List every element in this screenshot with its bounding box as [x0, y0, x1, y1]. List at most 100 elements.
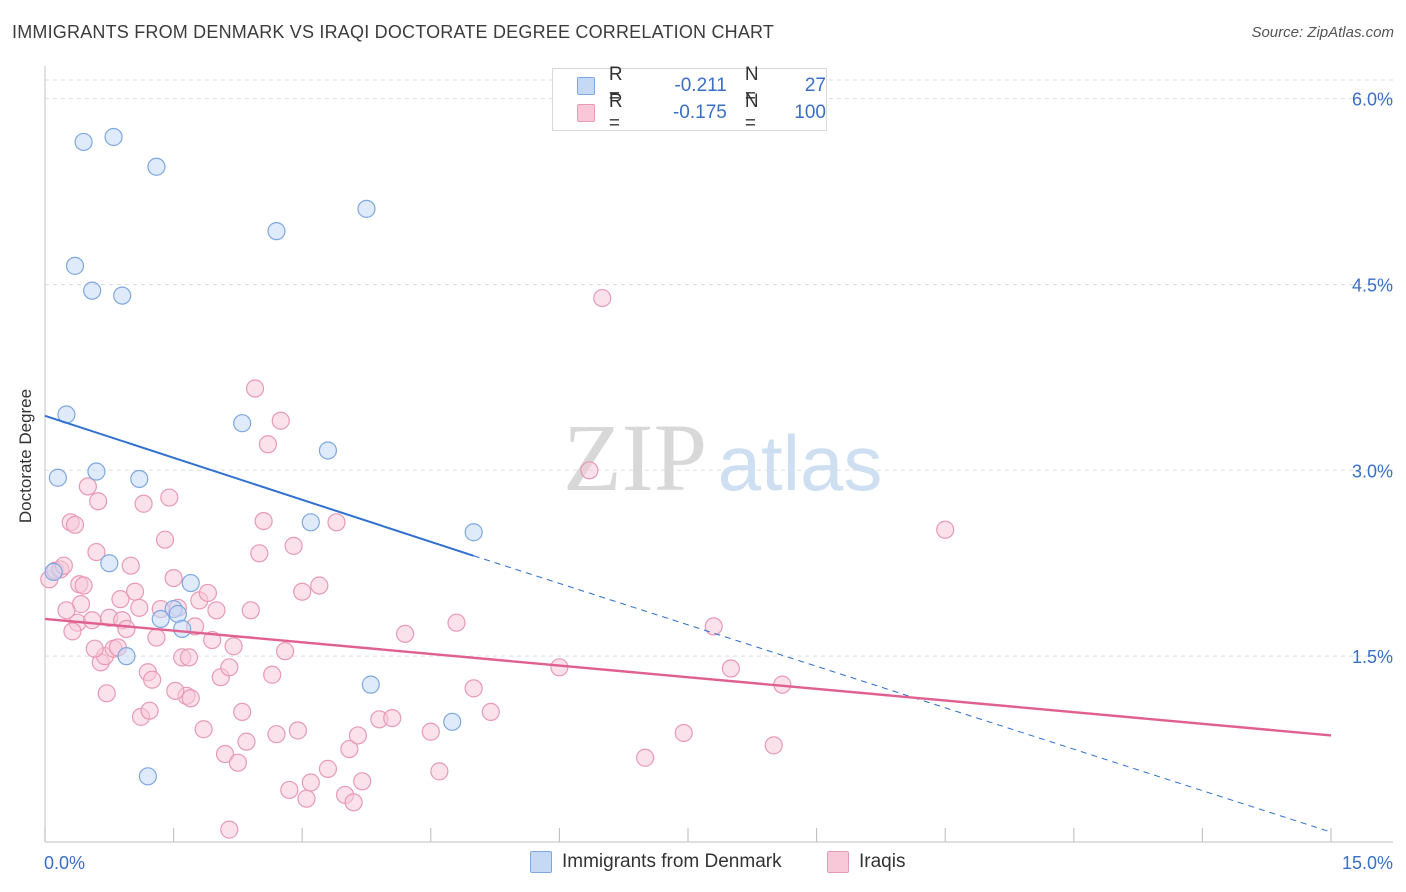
data-point [104, 127, 123, 147]
data-point [113, 286, 132, 305]
data-point [181, 689, 200, 708]
data-point [301, 773, 320, 792]
data-point [764, 736, 783, 755]
data-point [143, 670, 162, 689]
data-point [383, 708, 402, 728]
data-point [173, 619, 192, 638]
data-point [288, 721, 308, 740]
data-point [220, 658, 239, 677]
data-point [130, 598, 149, 617]
data-point [151, 609, 170, 629]
data-point [357, 199, 376, 218]
data-point [250, 544, 269, 563]
data-point [593, 288, 612, 308]
data-point [233, 702, 252, 722]
data-point [348, 726, 368, 745]
data-point [138, 767, 157, 786]
data-point [267, 725, 286, 744]
bottom-legend-swatch-pink [827, 851, 849, 873]
data-point [100, 554, 119, 573]
data-point [117, 647, 136, 666]
data-point [263, 665, 282, 684]
data-point [147, 157, 166, 176]
data-point [297, 789, 316, 808]
tick-labels: 1.5% 3.0% 4.5% 6.0% 0.0% 15.0% [44, 90, 1393, 873]
bottom-legend-label-iraqis: Iraqis [859, 851, 906, 872]
data-point [164, 568, 183, 588]
data-point [280, 780, 299, 800]
data-point [78, 477, 97, 496]
legend-row-iraqis: R = -0.175 N = 100 [577, 91, 826, 134]
data-point [228, 753, 247, 772]
y-tick-label: 1.5% [1352, 647, 1393, 667]
data-point [224, 637, 243, 656]
data-point [233, 414, 252, 433]
watermark: ZIP atlas [563, 404, 882, 511]
data-point [421, 722, 440, 741]
data-point [636, 748, 655, 767]
data-point [97, 684, 116, 703]
data-point [89, 492, 108, 511]
data-point [481, 702, 500, 722]
data-point [147, 628, 166, 647]
data-point [464, 679, 483, 698]
series-denmark-points [44, 127, 483, 786]
data-point [111, 590, 130, 609]
data-point [344, 793, 363, 812]
data-point [207, 601, 226, 620]
data-point [340, 739, 359, 759]
trend-lines [44, 414, 1332, 833]
legend-n-value: 100 [794, 102, 826, 123]
data-point [318, 441, 338, 460]
legend-r-label: R = [608, 91, 623, 134]
data-point [155, 530, 175, 549]
data-point [179, 648, 199, 667]
data-point [65, 515, 85, 534]
watermark-zip: ZIP [563, 404, 707, 511]
source-label: Source: ZipAtlas.com [1251, 24, 1394, 41]
data-point [87, 542, 106, 562]
data-point [121, 556, 140, 575]
data-point [140, 701, 159, 720]
legend-n-value: 27 [804, 75, 826, 96]
data-point [65, 256, 85, 275]
data-point [284, 536, 303, 555]
y-tick-label: 4.5% [1352, 275, 1393, 295]
data-point [353, 772, 372, 791]
gridlines [45, 79, 1393, 657]
data-point [83, 611, 102, 630]
trend-line-denmark [44, 414, 474, 557]
legend-r-value: -0.175 [672, 102, 727, 123]
data-point [936, 520, 955, 539]
bottom-legend-label-denmark: Immigrants from Denmark [562, 851, 782, 872]
data-point [87, 462, 106, 481]
data-point [181, 573, 200, 593]
data-point [74, 576, 93, 595]
data-point [704, 617, 723, 636]
data-point [57, 601, 76, 620]
data-point [443, 712, 462, 731]
series-iraqis-points [40, 288, 955, 839]
data-point [48, 468, 67, 487]
data-point [117, 619, 136, 638]
data-point [275, 642, 295, 661]
data-point [395, 624, 415, 643]
legend-r-value: -0.211 [674, 75, 727, 96]
bottom-legend-iraqis: Iraqis [827, 851, 905, 873]
data-point [301, 513, 320, 532]
data-point [430, 762, 449, 781]
data-point [674, 723, 693, 743]
legend-n-label: N = [744, 91, 759, 134]
x-tick-label: 0.0% [44, 853, 85, 873]
data-point [310, 576, 329, 595]
data-point [85, 639, 104, 658]
bottom-legend-swatch-blue [530, 851, 552, 873]
data-point [83, 281, 102, 300]
data-point [245, 379, 265, 398]
bottom-legend-denmark: Immigrants from Denmark [530, 851, 782, 873]
watermark-atlas: atlas [718, 419, 883, 507]
data-point [258, 435, 278, 454]
trend-line-iraqis [44, 617, 1332, 737]
data-point [166, 681, 185, 700]
